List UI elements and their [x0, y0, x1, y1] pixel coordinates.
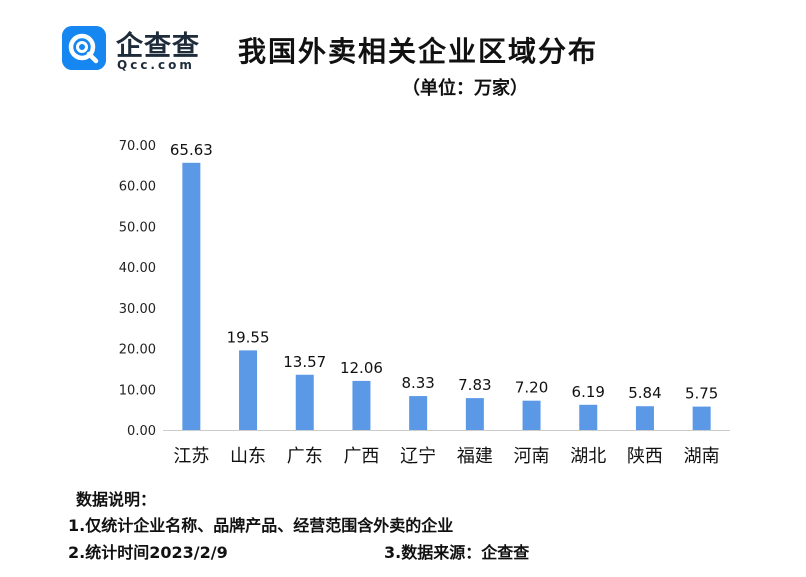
- bar: [182, 162, 201, 430]
- data-label: 8.33: [401, 374, 434, 392]
- y-tick-label: 0.00: [127, 424, 156, 439]
- data-label: 6.19: [572, 383, 605, 401]
- note-item-1: 1.仅统计企业名称、品牌产品、经营范围含外卖的企业: [68, 516, 454, 535]
- y-tick-label: 30.00: [119, 302, 156, 317]
- x-tick-label: 广西: [343, 446, 379, 467]
- data-label: 5.75: [685, 385, 718, 403]
- bar: [239, 350, 258, 430]
- brand-logo: 企查查 Qcc.com: [48, 20, 228, 78]
- bar: [692, 406, 711, 430]
- y-tick-label: 20.00: [119, 343, 156, 358]
- brand-name: 企查查: [116, 31, 200, 62]
- data-label: 19.55: [227, 328, 270, 346]
- notes-heading: 数据说明：: [76, 490, 157, 509]
- x-tick-label: 湖北: [570, 446, 606, 467]
- x-tick-label: 辽宁: [400, 446, 436, 467]
- bar: [465, 398, 484, 430]
- x-tick-label: 湖南: [684, 446, 720, 467]
- note-item-3: 3.数据来源：企查查: [384, 543, 530, 562]
- qcc-magnifier-logo-icon: [62, 26, 106, 70]
- y-tick-label: 50.00: [119, 220, 156, 235]
- data-label: 12.06: [340, 359, 383, 377]
- x-tick-label: 陕西: [627, 446, 663, 467]
- bar-chart: 0.00 10.00 20.00 30.00 40.00 50.00 60.00 70.00 6…: [119, 139, 730, 467]
- x-tick-label: 江苏: [173, 446, 209, 467]
- bar: [295, 374, 314, 430]
- bar: [352, 380, 371, 430]
- y-tick-label: 60.00: [119, 180, 156, 195]
- x-tick-label: 河南: [514, 446, 550, 467]
- bar: [522, 400, 541, 430]
- bar: [579, 404, 598, 430]
- data-label: 65.63: [170, 141, 213, 159]
- data-label: 7.20: [515, 379, 548, 397]
- x-tick-label: 山东: [230, 446, 266, 467]
- chart-subtitle: （单位：万家）: [402, 78, 528, 99]
- y-tick-label: 70.00: [119, 139, 156, 154]
- chart-title: 我国外卖相关企业区域分布: [238, 35, 599, 68]
- brand-domain: Qcc.com: [117, 58, 195, 72]
- data-label: 13.57: [283, 353, 326, 371]
- bar: [409, 396, 428, 430]
- note-item-2: 2.统计时间2023/2/9: [68, 543, 228, 562]
- y-tick-label: 10.00: [119, 383, 156, 398]
- data-label: 7.83: [458, 376, 491, 394]
- bar: [635, 406, 654, 430]
- x-tick-label: 福建: [457, 446, 493, 467]
- data-label: 5.84: [628, 384, 661, 402]
- y-tick-label: 40.00: [119, 261, 156, 276]
- x-tick-label: 广东: [287, 446, 323, 467]
